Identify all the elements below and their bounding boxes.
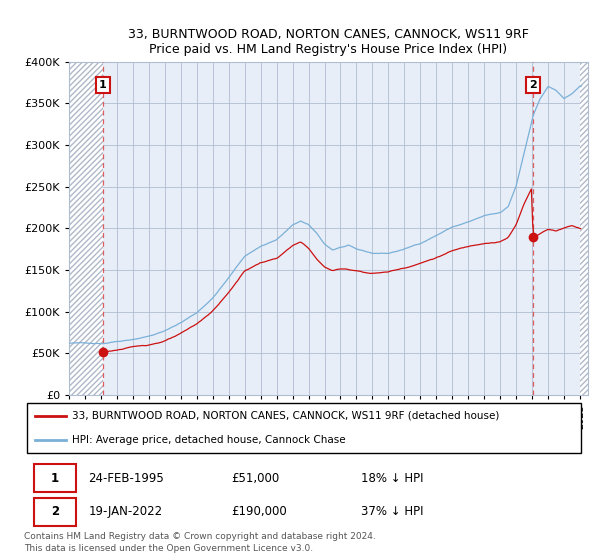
FancyBboxPatch shape (27, 403, 581, 453)
Text: 1: 1 (51, 472, 59, 484)
Text: 19-JAN-2022: 19-JAN-2022 (89, 505, 163, 518)
Text: HPI: Average price, detached house, Cannock Chase: HPI: Average price, detached house, Cann… (71, 435, 346, 445)
Text: 18% ↓ HPI: 18% ↓ HPI (361, 472, 423, 484)
Text: 2: 2 (51, 505, 59, 518)
FancyBboxPatch shape (34, 498, 76, 526)
Text: 1: 1 (99, 80, 107, 90)
Text: £190,000: £190,000 (232, 505, 287, 518)
Text: Contains HM Land Registry data © Crown copyright and database right 2024.
This d: Contains HM Land Registry data © Crown c… (24, 533, 376, 553)
Text: 37% ↓ HPI: 37% ↓ HPI (361, 505, 423, 518)
FancyBboxPatch shape (34, 464, 76, 492)
Text: 2: 2 (529, 80, 537, 90)
Bar (69, 62, 103, 395)
Title: 33, BURNTWOOD ROAD, NORTON CANES, CANNOCK, WS11 9RF
Price paid vs. HM Land Regis: 33, BURNTWOOD ROAD, NORTON CANES, CANNOC… (128, 28, 529, 56)
Bar (580, 62, 588, 395)
Bar (580, 62, 588, 395)
Text: 33, BURNTWOOD ROAD, NORTON CANES, CANNOCK, WS11 9RF (detached house): 33, BURNTWOOD ROAD, NORTON CANES, CANNOC… (71, 411, 499, 421)
Text: £51,000: £51,000 (232, 472, 280, 484)
Bar (69, 62, 103, 395)
Text: 24-FEB-1995: 24-FEB-1995 (89, 472, 164, 484)
